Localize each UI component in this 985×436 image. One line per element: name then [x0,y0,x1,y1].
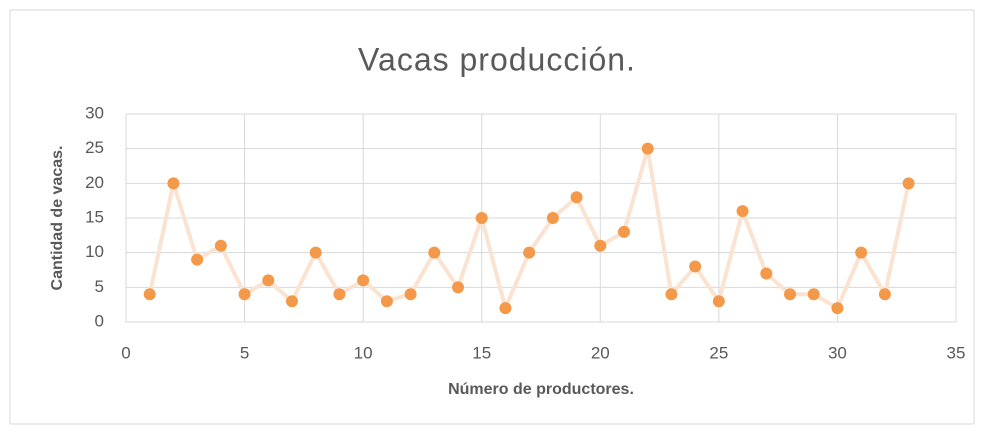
point [712,295,725,308]
point [736,205,749,218]
y-tick-label: 5 [95,277,104,296]
x-tick-label: 25 [709,343,728,362]
point [878,288,891,301]
chart-title: Vacas producción. [358,41,636,77]
point [546,212,559,224]
point [784,288,796,301]
point [618,225,630,238]
point [452,281,464,294]
x-tick-label: 20 [591,343,610,362]
y-axis-title: Cantidad de vacas. [49,146,66,291]
chart-border [9,9,975,425]
point [309,246,322,259]
point [214,239,227,252]
y-tick-label: 10 [85,242,104,261]
x-tick-label: 30 [828,343,847,362]
point [523,246,536,259]
y-tick-label: 30 [85,103,104,122]
point [570,191,583,204]
point [902,177,915,190]
point [855,246,868,259]
point [357,274,370,287]
point [286,295,298,308]
point [641,142,654,155]
point [238,288,251,301]
point [143,288,156,301]
x-axis-title: Número de productores. [448,381,634,398]
y-tick-label: 20 [85,173,104,192]
x-tick-label: 5 [240,343,249,362]
x-tick-label: 10 [354,343,373,362]
point [404,288,417,301]
point [333,288,346,301]
x-tick-label: 15 [472,343,491,362]
y-tick-label: 25 [85,138,104,157]
point [191,253,204,266]
x-tick-label: 0 [121,343,130,362]
point [594,239,607,252]
y-tick-label: 15 [85,207,104,226]
point [475,212,488,224]
point [262,274,275,287]
y-tick-label: 0 [95,311,104,330]
x-tick-label: 35 [947,343,966,362]
point [760,267,773,280]
point [167,177,180,190]
point [807,288,820,301]
point [428,246,441,259]
point [831,302,844,315]
point [499,302,512,315]
point [665,288,678,301]
point [689,260,702,273]
point [380,295,393,308]
